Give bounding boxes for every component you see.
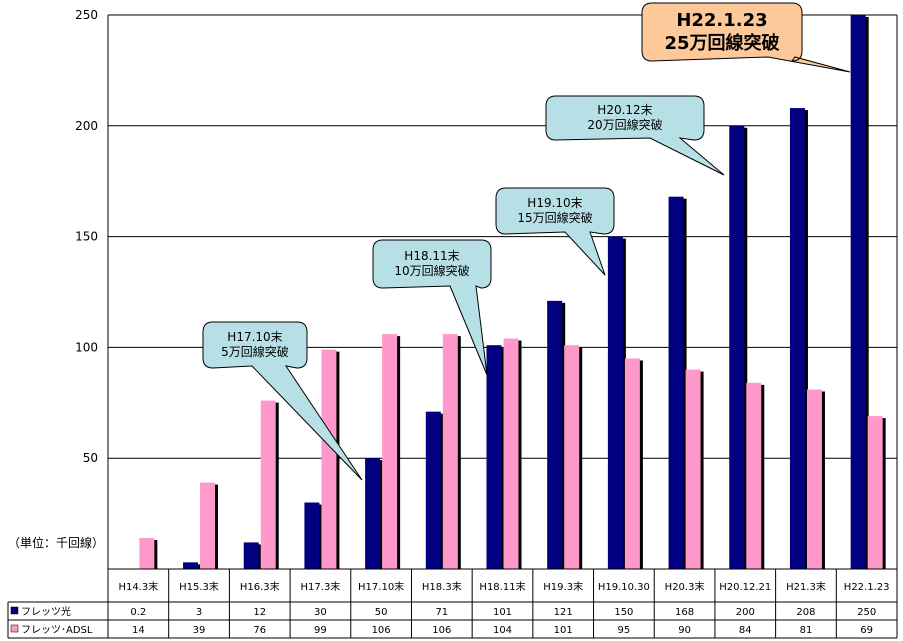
data-label: 208 (796, 607, 815, 618)
x-tick-label: H17.3末 (301, 580, 341, 593)
bar-fletts-hikari (668, 196, 684, 569)
callout-10man-line1: H18.11末 (404, 249, 460, 263)
callout-15man-line2: 15万回線突破 (517, 211, 593, 225)
x-tick-label: H20.12.21 (719, 582, 771, 593)
bar-fletts-adsl (624, 358, 640, 569)
x-tick-label: H15.3末 (179, 580, 219, 593)
x-tick-label: H19.3末 (543, 580, 583, 593)
callout-10man-text: H18.11末 10万回線突破 (373, 240, 491, 288)
bar-fletts-hikari (729, 125, 745, 570)
data-label: 69 (860, 625, 873, 636)
x-tick-label: H18.3末 (422, 580, 462, 593)
x-tick-label: H19.10.30 (598, 582, 650, 593)
callout-25man-bubble (641, 2, 851, 73)
bar-fletts-hikari (183, 562, 199, 569)
bar-fletts-hikari (425, 411, 441, 569)
callout-20man-text: H20.12末 20万回線突破 (546, 96, 704, 140)
bar-fletts-hikari (607, 236, 623, 569)
bar-fletts-hikari (789, 108, 805, 570)
bar-fletts-adsl (200, 482, 216, 569)
y-tick-label: 250 (75, 8, 98, 22)
y-tick-label: 150 (75, 230, 98, 244)
data-label: 0.2 (130, 607, 146, 618)
callout-20man-line1: H20.12末 (597, 103, 653, 117)
data-label: 150 (614, 607, 633, 618)
data-label: 106 (372, 625, 391, 636)
callout-5man-text: H17.10末 5万回線突破 (203, 322, 307, 368)
callout-5man-bubble (202, 321, 363, 481)
bar-fletts-adsl (382, 334, 398, 569)
data-label: 50 (375, 607, 388, 618)
bar-fletts-adsl (685, 369, 701, 569)
data-label: 39 (193, 625, 206, 636)
data-label: 168 (675, 607, 694, 618)
x-tick-label: H17.10末 (358, 580, 404, 593)
callout-20man-bubble (545, 95, 725, 176)
callout-25man-line1: H22.1.23 (676, 9, 768, 31)
bar-fletts-adsl (503, 338, 519, 569)
x-tick-label: H22.1.23 (844, 582, 890, 593)
x-tick-label: H16.3末 (240, 580, 280, 593)
callout-15man-bubble (495, 187, 615, 276)
x-tick-label: H18.11末 (479, 580, 525, 593)
bar-fletts-adsl (260, 400, 276, 569)
legend-label: フレッツ光 (21, 605, 71, 618)
callout-10man-bubble (372, 239, 492, 376)
data-label: 106 (432, 625, 451, 636)
data-label: 12 (253, 607, 266, 618)
callout-5man-line1: H17.10末 (227, 330, 283, 344)
y-tick-label: 100 (75, 340, 98, 354)
unit-label: （単位：千回線） (8, 536, 105, 550)
bar-fletts-adsl (564, 345, 580, 569)
data-label: 95 (618, 625, 631, 636)
callout-25man-text: H22.1.23 25万回線突破 (642, 3, 802, 61)
bar-fletts-hikari (365, 458, 381, 569)
bar-fletts-adsl (746, 382, 762, 569)
bar-fletts-adsl (806, 389, 822, 569)
data-label: 71 (435, 607, 448, 618)
bar-fletts-adsl (867, 416, 883, 569)
y-tick-label: 200 (75, 119, 98, 133)
data-label: 104 (493, 625, 512, 636)
bar-fletts-adsl (442, 334, 458, 569)
bar-fletts-adsl (321, 349, 337, 569)
data-label: 90 (678, 625, 691, 636)
callout-15man-line1: H19.10末 (527, 196, 583, 210)
data-label: 250 (857, 607, 876, 618)
data-label: 200 (736, 607, 755, 618)
data-label: 101 (554, 625, 573, 636)
y-tick-label: 50 (83, 451, 98, 465)
bar-fletts-hikari (486, 345, 502, 569)
callout-20man-line2: 20万回線突破 (587, 118, 663, 132)
data-label: 99 (314, 625, 327, 636)
callout-15man-text: H19.10末 15万回線突破 (496, 188, 614, 234)
bar-fletts-hikari (304, 502, 320, 569)
data-label: 84 (739, 625, 752, 636)
bar-fletts-adsl (139, 537, 155, 569)
table-header-bg (108, 569, 897, 602)
data-label: 121 (554, 607, 573, 618)
data-label: 81 (800, 625, 813, 636)
bar-fletts-hikari (547, 300, 563, 569)
x-tick-label: H14.3末 (118, 580, 158, 593)
legend-label: フレッツ･ADSL (21, 625, 93, 636)
data-label: 76 (253, 625, 266, 636)
data-label: 30 (314, 607, 327, 618)
x-tick-label: H21.3末 (786, 580, 826, 593)
callout-25man-line2: 25万回線突破 (664, 33, 780, 54)
x-tick-label: H20.3末 (665, 580, 705, 593)
data-label: 101 (493, 607, 512, 618)
data-label: 3 (196, 607, 202, 618)
callout-5man-line2: 5万回線突破 (221, 345, 289, 359)
bar-fletts-hikari (850, 15, 866, 569)
legend-swatch (10, 624, 19, 633)
data-label: 14 (132, 625, 145, 636)
callout-10man-line2: 10万回線突破 (394, 264, 470, 278)
bar-fletts-hikari (243, 542, 259, 569)
legend-swatch (10, 606, 19, 615)
